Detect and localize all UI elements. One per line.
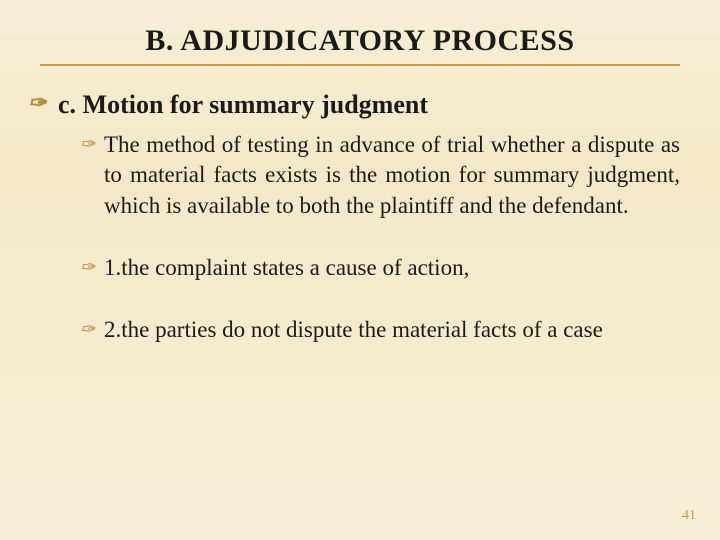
list-item: ✑ 1.the complaint states a cause of acti…: [80, 253, 680, 283]
paragraph-text: The method of testing in advance of tria…: [104, 130, 680, 221]
section-heading: ✑ c. Motion for summary judgment: [28, 90, 680, 120]
title-underline: [40, 64, 680, 66]
list-item: ✑ 2.the parties do not dispute the mater…: [80, 315, 680, 345]
leaf-icon: ✑: [80, 256, 104, 280]
title-wrap: B. ADJUDICATORY PROCESS: [0, 0, 720, 66]
section-label: c. Motion for summary judgment: [58, 90, 428, 120]
slide: B. ADJUDICATORY PROCESS ✑ c. Motion for …: [0, 0, 720, 540]
section-paragraph: ✑ The method of testing in advance of tr…: [80, 130, 680, 221]
list-item-text: 2.the parties do not dispute the materia…: [104, 315, 680, 345]
content: ✑ c. Motion for summary judgment ✑ The m…: [0, 90, 720, 346]
leaf-icon: ✑: [80, 133, 104, 157]
page-number: 41: [682, 508, 696, 524]
slide-title: B. ADJUDICATORY PROCESS: [145, 24, 574, 64]
list-item-text: 1.the complaint states a cause of action…: [104, 253, 680, 283]
leaf-icon: ✑: [80, 318, 104, 342]
leaf-icon: ✑: [28, 90, 58, 116]
